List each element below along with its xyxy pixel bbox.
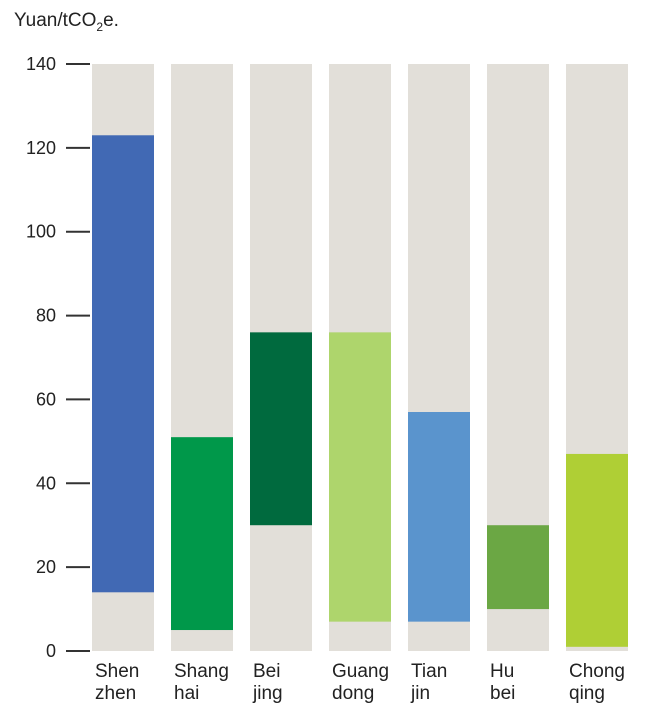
y-tick-label-100: 100 <box>26 222 56 242</box>
x-tick-label-beijing-2: jing <box>252 683 283 704</box>
y-tick-label-120: 120 <box>26 138 56 158</box>
y-tick-label-140: 140 <box>26 54 56 74</box>
bar-beijing[interactable] <box>250 332 312 526</box>
x-tick-label-guangdong-1: Guang <box>332 661 389 682</box>
y-tick-label-80: 80 <box>36 306 56 326</box>
x-tick-label-hubei-2: bei <box>490 683 515 704</box>
bar-tianjin[interactable] <box>408 412 470 622</box>
x-tick-label-shenzhen-2: zhen <box>95 683 136 704</box>
y-tick-label-0: 0 <box>46 641 56 661</box>
x-tick-label-guangdong-2: dong <box>332 683 374 704</box>
bar-chongqing[interactable] <box>566 453 628 647</box>
x-tick-label-shanghai-1: Shang <box>174 661 229 682</box>
y-axis-unit-label: Yuan/tCO2e. <box>14 10 119 34</box>
x-tick-label-tianjin-2: jin <box>410 683 430 704</box>
x-tick-label-chongqing-1: Chong <box>569 661 625 682</box>
y-tick-label-60: 60 <box>36 389 56 409</box>
x-tick-label-hubei-1: Hu <box>490 661 514 682</box>
x-tick-label-beijing-1: Bei <box>253 661 280 682</box>
x-tick-label-chongqing-2: qing <box>569 683 605 704</box>
bar-shanghai[interactable] <box>171 437 233 631</box>
y-tick-label-20: 20 <box>36 557 56 577</box>
bar-hubei[interactable] <box>487 525 549 610</box>
x-tick-label-shenzhen-1: Shen <box>95 661 139 682</box>
x-tick-label-shanghai-2: hai <box>174 683 199 704</box>
bar-shenzhen[interactable] <box>92 135 154 593</box>
x-tick-label-tianjin-1: Tian <box>411 661 447 682</box>
bar-guangdong[interactable] <box>329 332 391 622</box>
y-tick-label-40: 40 <box>36 473 56 493</box>
